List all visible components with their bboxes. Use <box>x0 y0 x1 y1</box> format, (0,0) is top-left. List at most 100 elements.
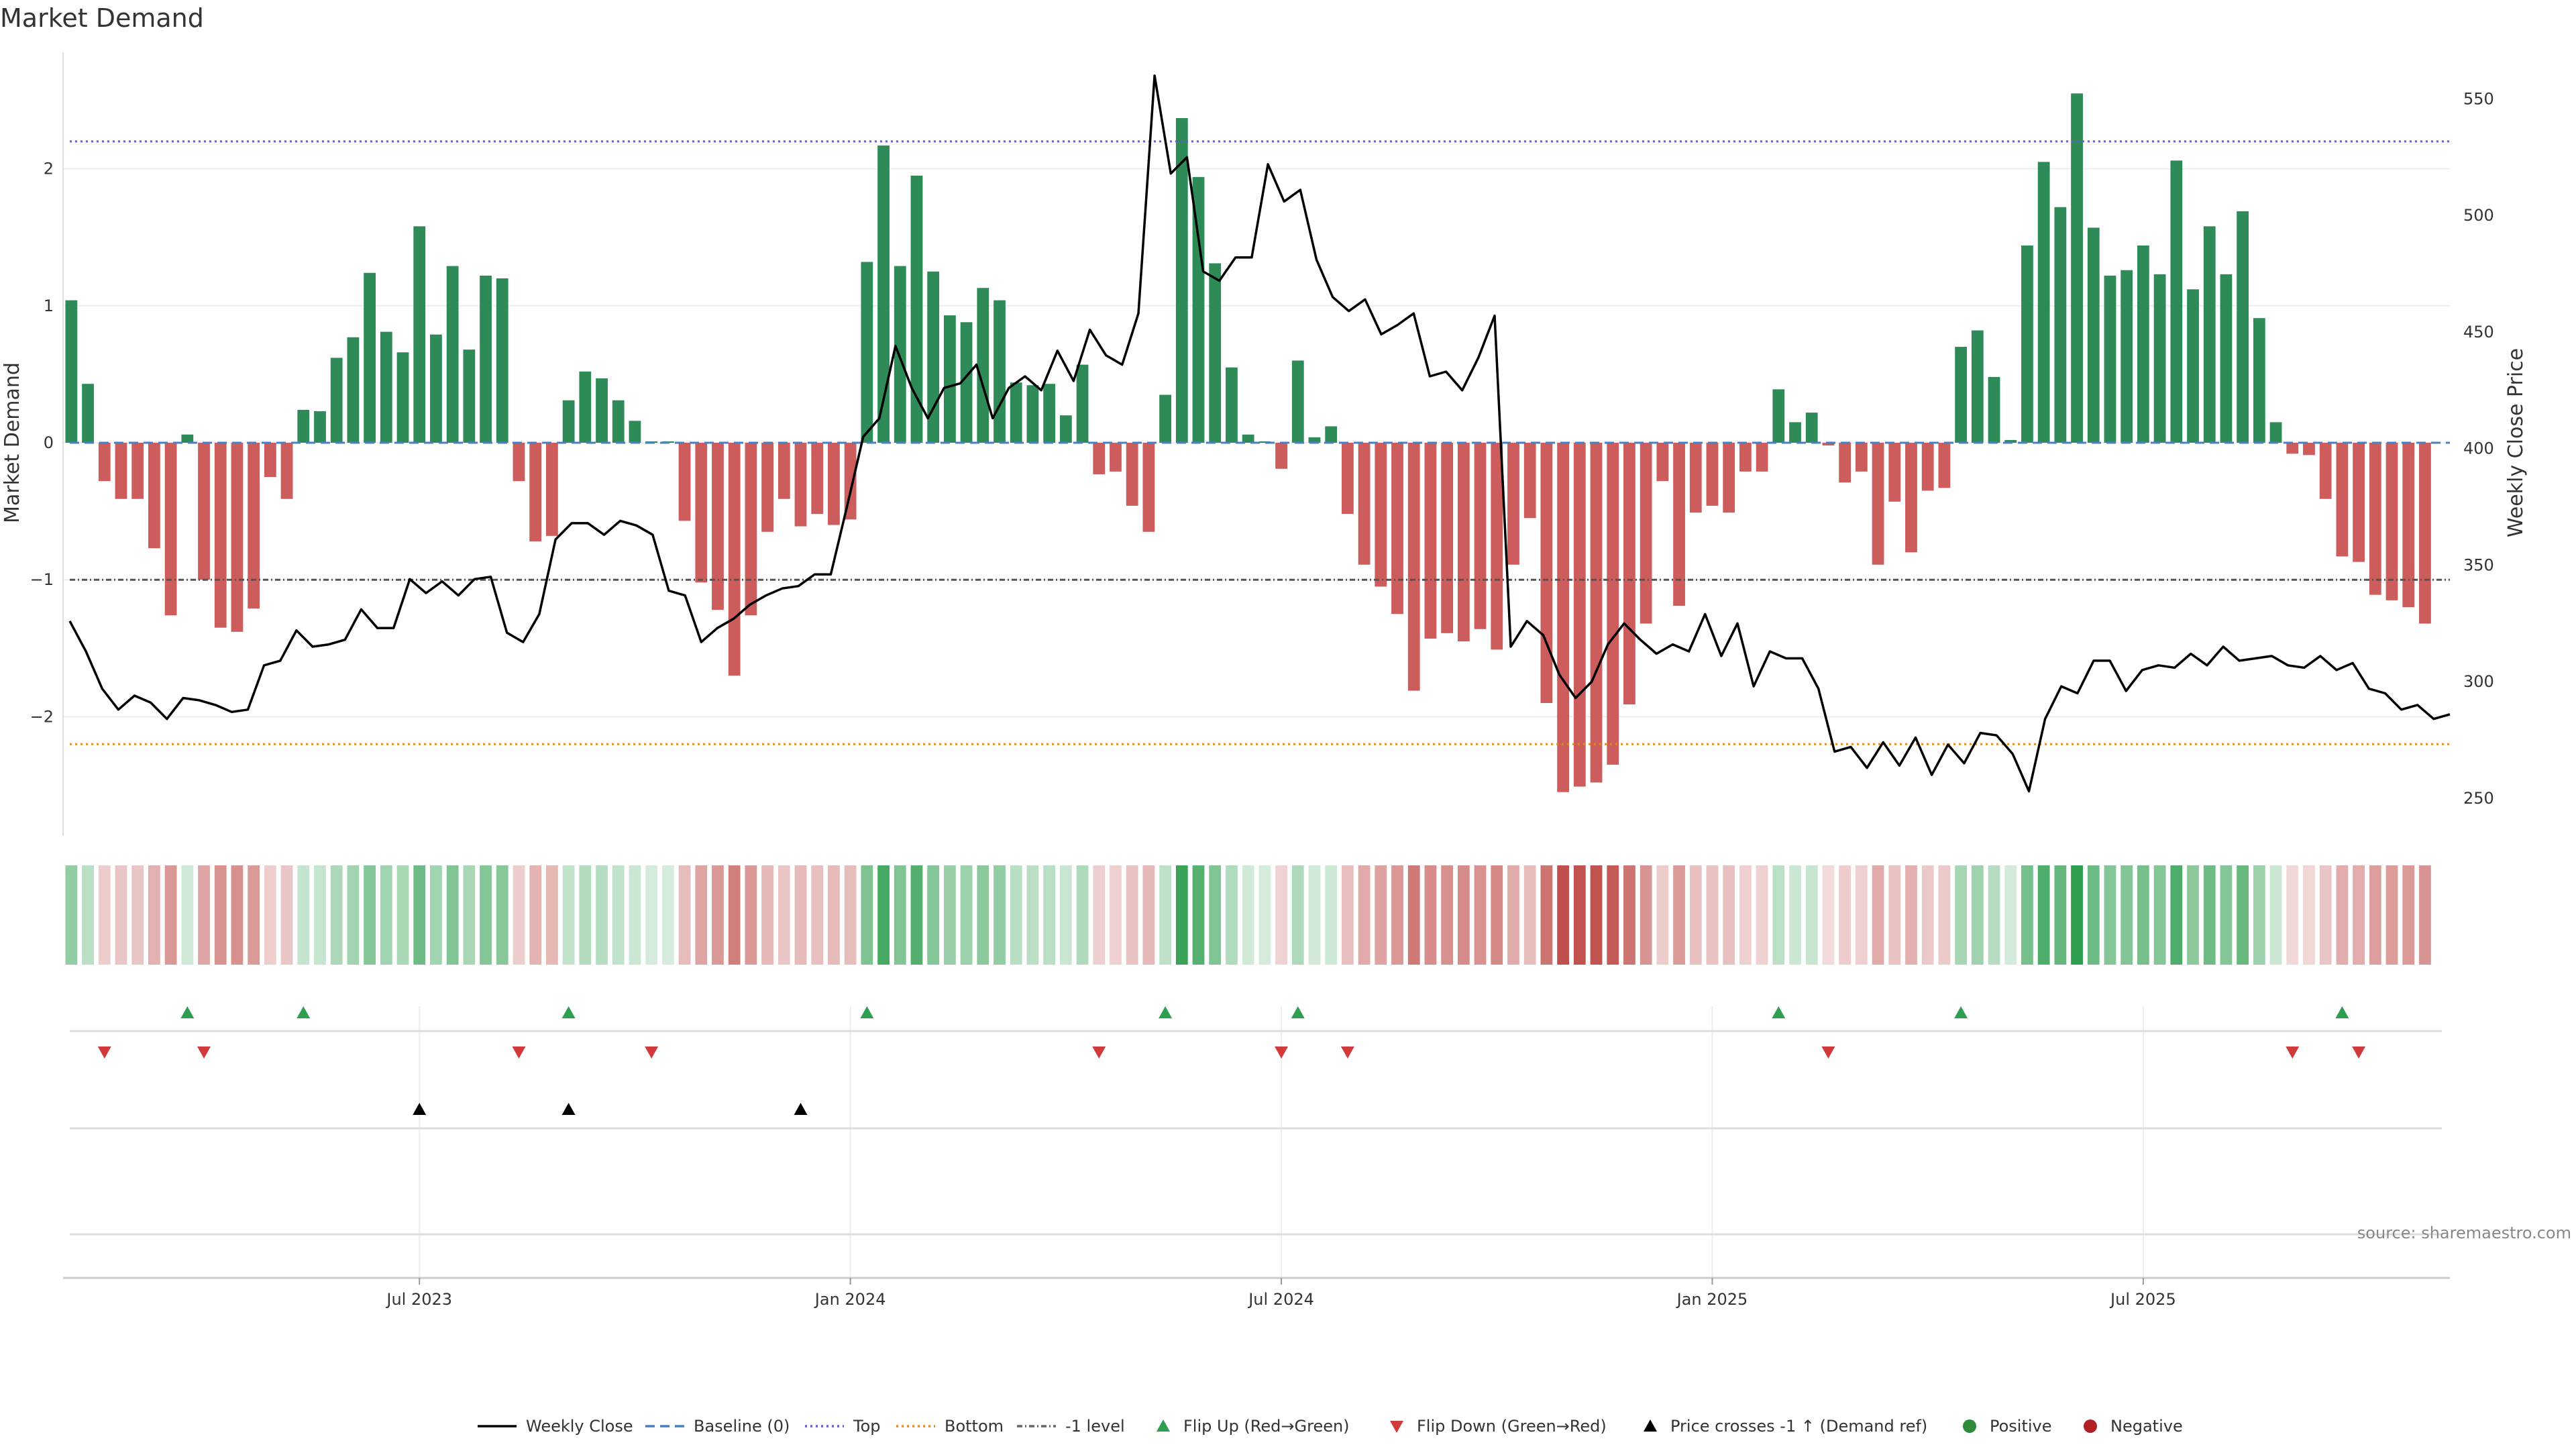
flip-down-marker <box>645 1046 659 1059</box>
heat-cell <box>1772 865 1785 965</box>
demand-bar <box>1142 443 1155 532</box>
legend-swatch <box>1157 1419 1170 1432</box>
flip-down-marker <box>2352 1046 2366 1059</box>
heat-cell <box>65 865 78 965</box>
legend-item: Top <box>805 1417 881 1436</box>
demand-bar <box>745 443 757 616</box>
demand-bar <box>2402 443 2415 608</box>
legend-item: -1 level <box>1017 1417 1125 1436</box>
heat-cell <box>1971 865 1984 965</box>
heat-cell <box>1590 865 1603 965</box>
heat-cell <box>1656 865 1669 965</box>
demand-bar <box>2054 207 2067 443</box>
demand-bar <box>2021 245 2033 443</box>
demand-bars <box>65 93 2431 792</box>
heat-cell <box>944 865 956 965</box>
heat-cell <box>1258 865 1271 965</box>
demand-bar <box>1656 443 1669 482</box>
heat-cell <box>115 865 127 965</box>
demand-bar <box>2303 443 2315 455</box>
heat-cell <box>1226 865 1238 965</box>
heat-cell <box>777 865 790 965</box>
demand-bar <box>2369 443 2381 595</box>
heat-cell <box>1142 865 1155 965</box>
heat-cell <box>2054 865 2067 965</box>
demand-bar <box>1789 422 1801 443</box>
demand-bar <box>1607 443 1619 765</box>
y-tick-label: −2 <box>30 707 54 726</box>
heat-cell <box>1573 865 1586 965</box>
demand-bar <box>347 337 360 443</box>
flip-up-marker <box>1772 1006 1786 1018</box>
heat-cell <box>2220 865 2233 965</box>
heat-cell <box>280 865 293 965</box>
demand-bar <box>1026 385 1039 443</box>
demand-bar <box>894 266 906 443</box>
y2-tick-label: 450 <box>2463 323 2494 341</box>
demand-bar <box>1226 367 1238 443</box>
demand-bar <box>2286 443 2299 454</box>
heat-cell <box>396 865 409 965</box>
heat-cell <box>612 865 625 965</box>
legend-swatch <box>1963 1419 1976 1433</box>
heat-cell <box>1523 865 1536 965</box>
heat-cell <box>463 865 476 965</box>
demand-bar <box>1159 394 1171 443</box>
legend-label: Bottom <box>945 1417 1004 1436</box>
heat-cell <box>2087 865 2100 965</box>
demand-bar <box>2385 443 2398 600</box>
heat-cell <box>181 865 194 965</box>
demand-bar <box>977 288 989 443</box>
demand-bar <box>198 443 210 580</box>
demand-bar <box>1010 382 1022 443</box>
heat-cell <box>977 865 989 965</box>
demand-bar <box>579 371 592 443</box>
heat-cell <box>2037 865 2050 965</box>
demand-bar <box>364 272 376 443</box>
legend-item: Positive <box>1963 1417 2052 1436</box>
demand-bar <box>2419 443 2431 624</box>
heat-cell <box>645 865 658 965</box>
demand-bar <box>1291 360 1304 443</box>
demand-bar <box>1673 443 1685 606</box>
demand-bar <box>1457 443 1470 642</box>
demand-bar <box>148 443 160 549</box>
heat-cell <box>745 865 757 965</box>
flip-up-marker <box>561 1006 576 1018</box>
heat-cell <box>1921 865 1934 965</box>
demand-bar <box>2153 274 2166 443</box>
price-cross-marker <box>561 1103 576 1115</box>
demand-bar <box>1059 415 1072 443</box>
demand-bar <box>2004 439 2017 443</box>
demand-bar <box>314 411 326 443</box>
flip-down-marker <box>1275 1046 1289 1059</box>
heat-cell <box>794 865 807 965</box>
demand-bar <box>1590 443 1603 783</box>
x-tick-label: Jul 2024 <box>1247 1290 1314 1309</box>
heat-cell <box>2203 865 2216 965</box>
heat-cell <box>1888 865 1901 965</box>
heat-cell <box>1093 865 1106 965</box>
heat-cell <box>1407 865 1420 965</box>
heat-cell <box>2269 865 2282 965</box>
y2-tick-label: 500 <box>2463 206 2494 225</box>
heat-cell <box>1822 865 1835 965</box>
legend-label: -1 level <box>1065 1417 1125 1436</box>
demand-bar <box>1275 443 1287 469</box>
x-tick-label: Jul 2025 <box>2109 1290 2176 1309</box>
heat-cell <box>2071 865 2083 965</box>
legend-label: Baseline (0) <box>694 1417 790 1436</box>
demand-bar <box>1209 263 1222 443</box>
heat-cell <box>2153 865 2166 965</box>
demand-bar <box>1308 437 1321 443</box>
heat-cell <box>1059 865 1072 965</box>
demand-bar <box>2336 443 2349 557</box>
source-note: source: sharemaestro.com <box>2357 1224 2571 1242</box>
demand-bar <box>1988 376 2000 443</box>
demand-bar <box>264 443 276 478</box>
x-tick-label: Jan 2025 <box>1676 1290 1748 1309</box>
demand-bar <box>761 443 773 532</box>
demand-bar <box>2037 162 2050 443</box>
heat-cell <box>2369 865 2381 965</box>
demand-bar <box>1441 443 1454 633</box>
